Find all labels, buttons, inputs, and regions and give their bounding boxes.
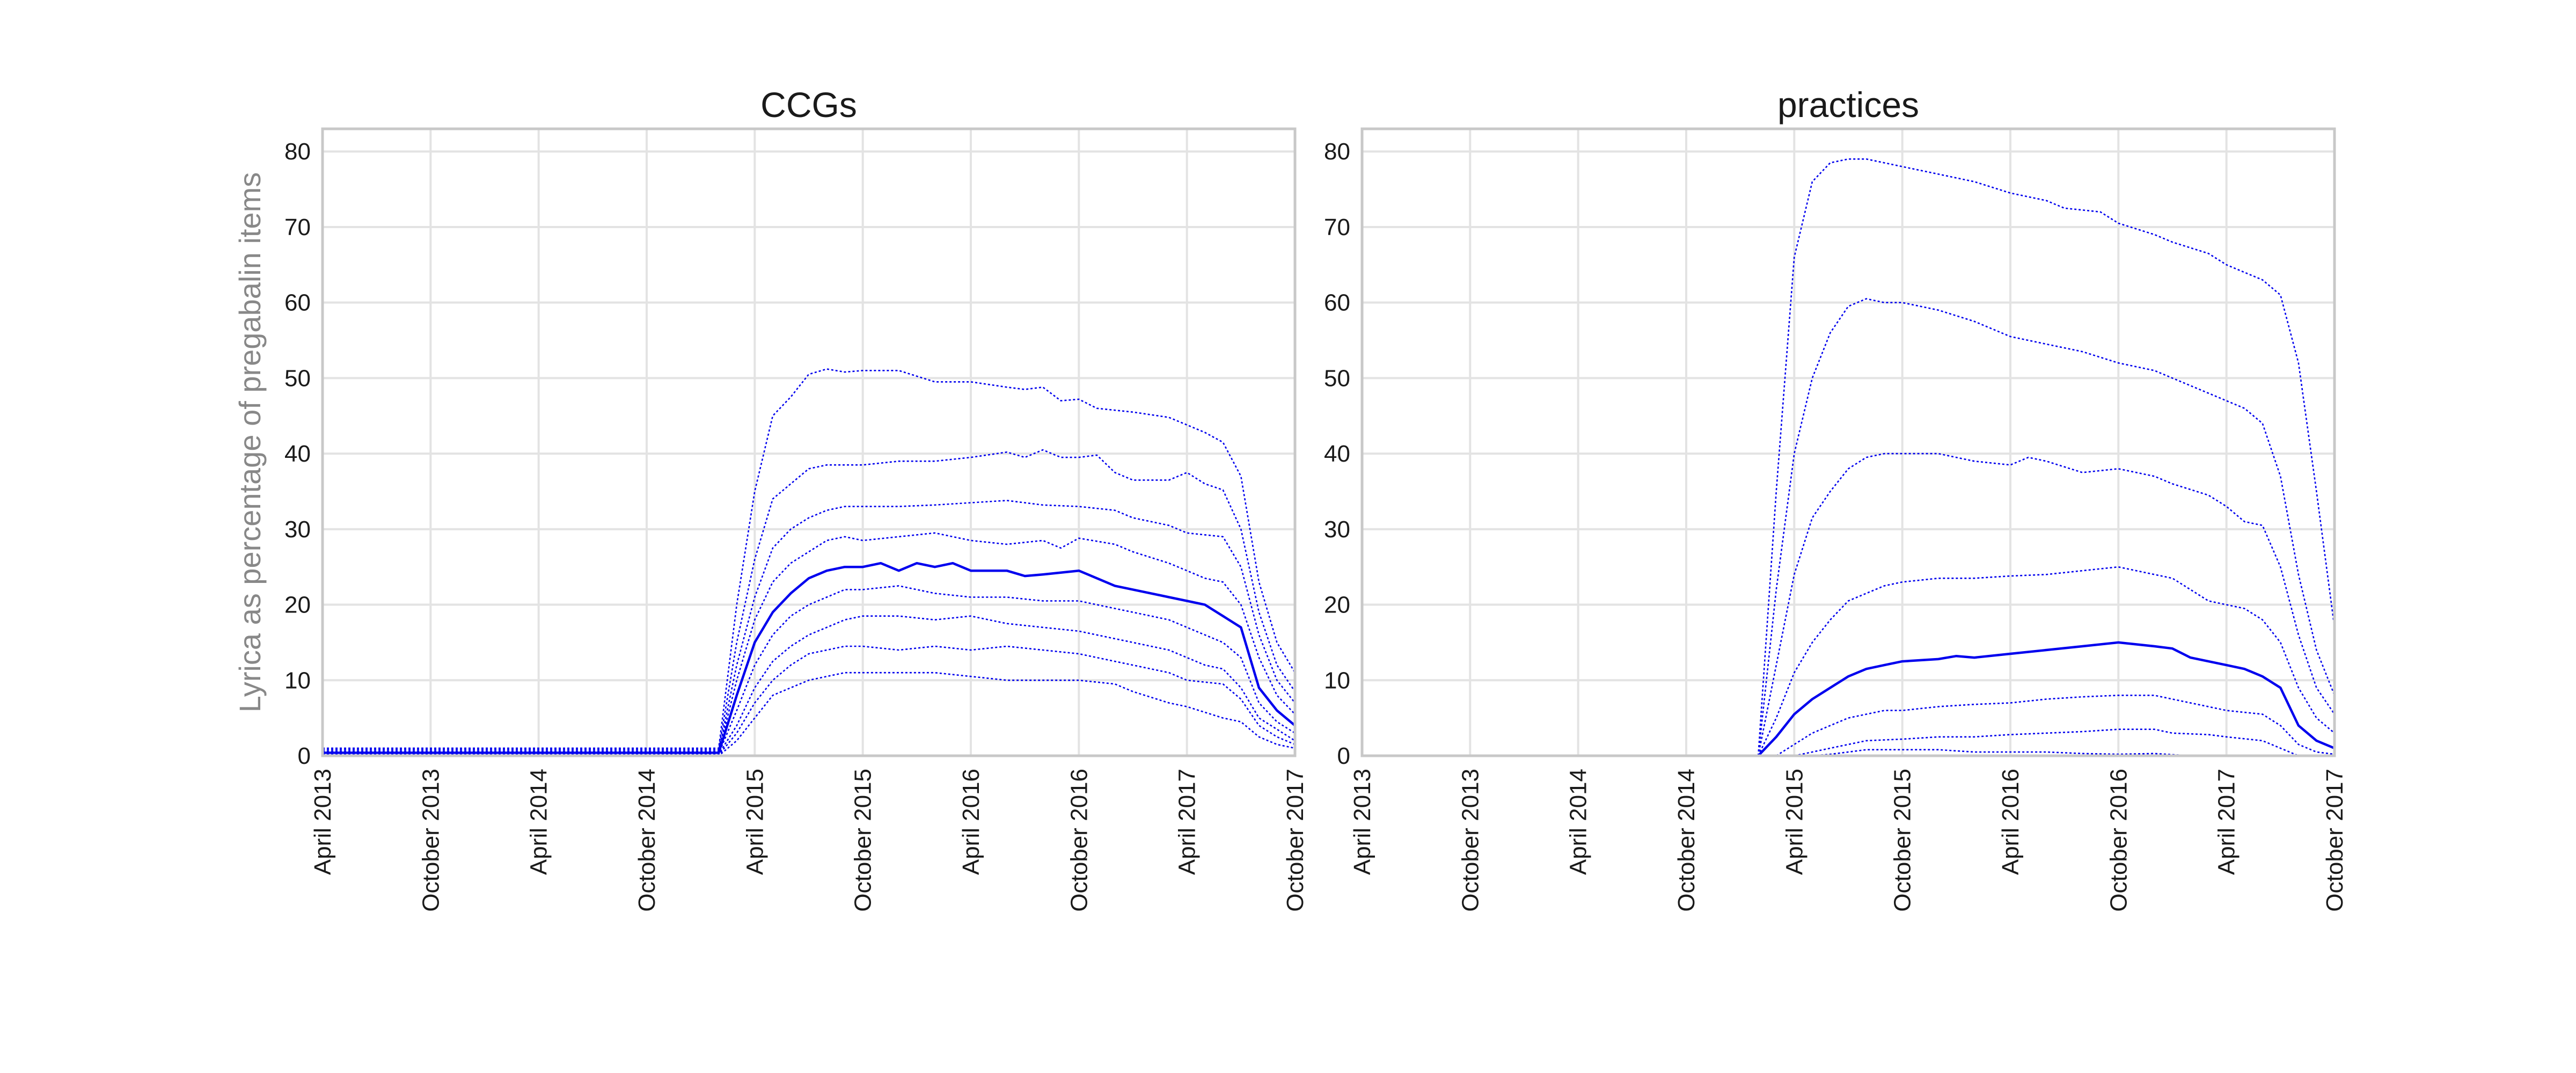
- x-tick-label: April 2013: [1349, 769, 1375, 875]
- y-tick-label: 80: [284, 138, 311, 165]
- decile-line: [323, 532, 1295, 753]
- y-tick-label: 30: [284, 516, 311, 543]
- x-tick-label: April 2017: [1174, 769, 1201, 875]
- decile-line: [323, 585, 1295, 755]
- x-tick-label: October 2017: [2322, 769, 2348, 912]
- y-tick-label: 60: [1324, 290, 1350, 316]
- median-line: [1757, 641, 2334, 756]
- decile-line: [323, 645, 1295, 756]
- x-tick-label: October 2015: [850, 769, 876, 912]
- x-tick-label: April 2014: [526, 769, 552, 875]
- y-tick-label: 70: [1324, 214, 1350, 240]
- series-group: [323, 368, 1295, 756]
- panel-title: CCGs: [760, 85, 857, 125]
- y-tick-label: 20: [1324, 592, 1350, 618]
- decile-line: [1758, 566, 2334, 756]
- x-tick-label: April 2014: [1565, 769, 1592, 875]
- plot-frame: [1360, 127, 2336, 757]
- decile-line: [1757, 298, 2334, 756]
- y-tick-label: 0: [298, 743, 311, 769]
- y-tick-label: 80: [1324, 138, 1350, 165]
- x-tick-label: October 2013: [418, 769, 444, 912]
- practices-panel: 0 10 20 30 40 50 60 70 80 April 2013 October 2013 A…: [1324, 85, 2348, 912]
- y-tick-label: 10: [284, 667, 311, 694]
- x-tick-label: October 2014: [634, 769, 660, 912]
- plot-frame: [321, 127, 1297, 757]
- y-tick-label: 50: [284, 365, 311, 391]
- decile-line: [1757, 158, 2334, 756]
- x-tick-label: April 2015: [1781, 769, 1807, 875]
- y-tick-label: 0: [1337, 743, 1350, 769]
- decile-line: [323, 500, 1295, 752]
- panel-title: practices: [1777, 85, 1919, 125]
- y-tick-label: 30: [1324, 516, 1350, 543]
- decile-line: [323, 449, 1295, 750]
- x-tick-label: October 2014: [1673, 769, 1700, 912]
- y-axis-label: Lyrica as percentage of pregabalin items: [233, 172, 267, 713]
- x-tick-label: April 2013: [310, 769, 336, 875]
- y-tick-label: 70: [284, 214, 311, 240]
- decile-line: [1794, 728, 2299, 756]
- x-tick-label: April 2016: [958, 769, 984, 875]
- median-line: [323, 561, 1295, 754]
- x-tick-label: April 2015: [742, 769, 768, 875]
- x-tick-label: October 2017: [1282, 769, 1308, 912]
- y-tick-label: 10: [1324, 667, 1350, 694]
- x-tick-label: October 2016: [2105, 769, 2132, 912]
- decile-line: [323, 368, 1295, 749]
- x-tick-label: October 2016: [1066, 769, 1092, 912]
- y-tick-label: 40: [284, 441, 311, 467]
- decile-line: [323, 615, 1295, 755]
- decile-line: [1812, 749, 2191, 756]
- x-tick-label: April 2017: [2214, 769, 2240, 875]
- ccgs-panel: 0 10 20 30 40 50 60 70 80 April 2013 October 2013 A…: [233, 85, 1308, 912]
- series-group: [1757, 158, 2334, 756]
- x-tick-label: October 2013: [1457, 769, 1483, 912]
- decile-line: [1757, 452, 2334, 756]
- x-tick-label: April 2016: [1997, 769, 2024, 875]
- y-tick-label: 50: [1324, 365, 1350, 391]
- y-tick-label: 40: [1324, 441, 1350, 467]
- y-tick-label: 20: [284, 592, 311, 618]
- decile-line: [1776, 695, 2334, 756]
- y-tick-label: 60: [284, 290, 311, 316]
- decile-line: [323, 671, 1295, 756]
- x-tick-label: October 2015: [1890, 769, 1916, 912]
